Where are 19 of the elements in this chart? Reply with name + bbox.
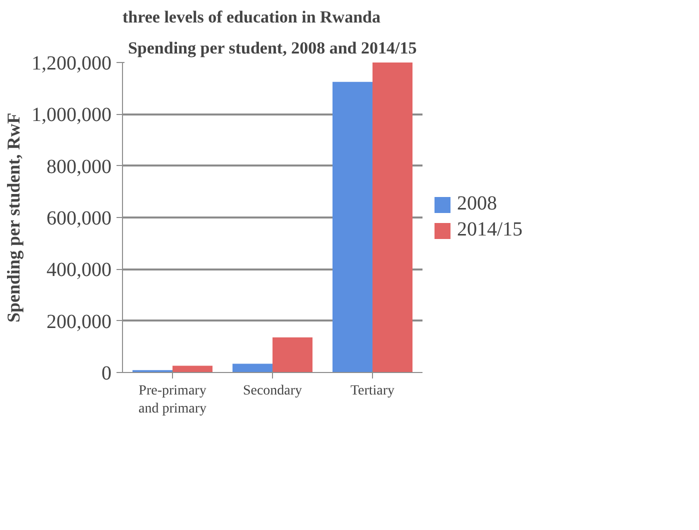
chart-title: Spending per student, 2008 and 2014/15 xyxy=(128,38,417,58)
legend-label: 2014/15 xyxy=(457,218,523,242)
bar xyxy=(372,62,412,372)
y-tick-label: 400,000 xyxy=(46,259,112,282)
y-tick-label: 1,000,000 xyxy=(32,104,112,126)
x-tick-label: Secondary xyxy=(242,384,302,398)
bar xyxy=(272,337,312,372)
y-tick-label: 1,200,000 xyxy=(32,52,112,74)
bar xyxy=(332,82,372,372)
y-tick-label: 600,000 xyxy=(46,208,112,230)
text: three levels of education in Rwanda xyxy=(122,8,381,26)
y-tick-label: 200,000 xyxy=(46,310,112,333)
y-axis-title: Spending per student, RwF xyxy=(4,112,24,323)
y-tick-label: 800,000 xyxy=(46,156,112,178)
legend-label: 2008 xyxy=(457,192,497,216)
x-tick-label: Tertiary xyxy=(350,384,395,398)
y-tick-label: 0 xyxy=(102,362,112,384)
x-tick-label: Pre-primary and primary xyxy=(138,384,207,416)
bar xyxy=(232,364,272,372)
